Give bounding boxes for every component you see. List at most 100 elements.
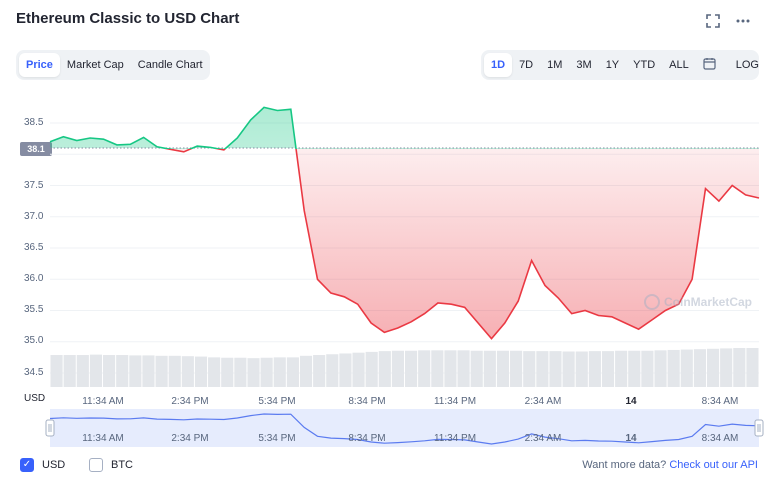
- price-point[interactable]: [596, 314, 600, 318]
- log-toggle[interactable]: LOG: [735, 59, 759, 71]
- legend-btc[interactable]: BTC: [89, 458, 133, 472]
- volume-bar: [286, 357, 299, 387]
- price-point[interactable]: [302, 209, 306, 213]
- price-point[interactable]: [209, 145, 213, 149]
- more-icon[interactable]: [734, 14, 752, 32]
- volume-bar: [50, 355, 63, 387]
- fullscreen-icon[interactable]: [704, 14, 722, 32]
- volume-bar: [536, 351, 549, 387]
- tab-price[interactable]: Price: [19, 53, 60, 77]
- price-point[interactable]: [195, 144, 199, 148]
- nav-tick-5: 11:34 PM: [433, 433, 477, 444]
- price-point[interactable]: [182, 150, 186, 154]
- tab-market-cap[interactable]: Market Cap: [66, 59, 124, 71]
- calendar-button[interactable]: [696, 53, 723, 77]
- price-point[interactable]: [356, 302, 360, 306]
- legend-usd[interactable]: ✓ USD: [20, 458, 65, 472]
- price-point[interactable]: [436, 301, 440, 305]
- price-point[interactable]: [730, 184, 734, 188]
- price-point[interactable]: [128, 142, 132, 146]
- y-tick-34.5: 34.5: [24, 367, 44, 378]
- range-3m[interactable]: 3M: [576, 59, 592, 71]
- price-point[interactable]: [757, 196, 761, 200]
- range-7d[interactable]: 7D: [519, 59, 534, 71]
- price-point[interactable]: [289, 107, 293, 111]
- price-point[interactable]: [583, 309, 587, 313]
- price-point[interactable]: [463, 305, 467, 309]
- price-point[interactable]: [623, 321, 627, 325]
- checkbox-btc[interactable]: [89, 458, 103, 472]
- price-point[interactable]: [610, 315, 614, 319]
- x-tick-5: 11:34 PM: [433, 396, 477, 407]
- volume-bar: [365, 351, 378, 387]
- price-point[interactable]: [342, 295, 346, 299]
- price-point[interactable]: [489, 337, 493, 341]
- price-point[interactable]: [168, 147, 172, 151]
- price-line-up: [49, 106, 297, 149]
- price-point[interactable]: [102, 137, 106, 141]
- price-point[interactable]: [530, 259, 534, 263]
- range-1y[interactable]: 1Y: [605, 59, 620, 71]
- price-point[interactable]: [449, 302, 453, 306]
- tab-candle-chart[interactable]: Candle Chart: [137, 59, 203, 71]
- volume-bar: [63, 355, 76, 387]
- price-point[interactable]: [48, 140, 52, 144]
- price-point[interactable]: [423, 312, 427, 316]
- checkbox-usd[interactable]: ✓: [20, 458, 34, 472]
- price-point[interactable]: [637, 327, 641, 331]
- range-ytd[interactable]: YTD: [633, 59, 656, 71]
- price-point[interactable]: [275, 109, 279, 113]
- price-point[interactable]: [222, 148, 226, 152]
- y-tick-35.5: 35.5: [24, 304, 44, 315]
- volume-bar: [116, 355, 129, 387]
- range-all[interactable]: ALL: [669, 59, 689, 71]
- price-point[interactable]: [516, 299, 520, 303]
- volume-bar: [588, 351, 601, 387]
- price-point[interactable]: [409, 320, 413, 324]
- navigator-handle-left[interactable]: [45, 419, 55, 437]
- price-point[interactable]: [556, 296, 560, 300]
- api-link[interactable]: Check out our API: [669, 459, 758, 471]
- price-point[interactable]: [329, 291, 333, 295]
- price-point[interactable]: [703, 187, 707, 191]
- price-point[interactable]: [262, 105, 266, 109]
- price-point[interactable]: [369, 321, 373, 325]
- price-point[interactable]: [476, 321, 480, 325]
- volume-bar: [523, 351, 536, 387]
- chart-title: Ethereum Classic to USD Chart: [16, 10, 240, 27]
- price-point[interactable]: [61, 135, 65, 139]
- price-point[interactable]: [543, 284, 547, 288]
- price-point[interactable]: [316, 277, 320, 281]
- price-point[interactable]: [650, 318, 654, 322]
- currency-label: USD: [24, 393, 46, 404]
- price-point[interactable]: [75, 139, 79, 143]
- price-point[interactable]: [717, 199, 721, 203]
- price-point[interactable]: [744, 193, 748, 197]
- volume-bar: [418, 350, 431, 387]
- price-point[interactable]: [235, 136, 239, 140]
- price-point[interactable]: [570, 312, 574, 316]
- x-tick-7: 14: [625, 396, 637, 407]
- price-point[interactable]: [249, 118, 253, 122]
- legend-usd-label: USD: [42, 459, 66, 471]
- navigator-line: [49, 413, 760, 445]
- navigator-handle-right[interactable]: [754, 419, 764, 437]
- price-point[interactable]: [142, 135, 146, 139]
- nav-tick-8: 8:34 AM: [701, 433, 739, 444]
- price-point[interactable]: [503, 321, 507, 325]
- price-point[interactable]: [382, 330, 386, 334]
- range-1m[interactable]: 1M: [547, 59, 563, 71]
- x-tick-8: 8:34 AM: [701, 396, 739, 407]
- coinmarketcap-logo-icon: [644, 294, 660, 310]
- chart-type-tabs: Price Market Cap Candle Chart: [16, 50, 210, 80]
- price-point[interactable]: [115, 143, 119, 147]
- volume-bar: [575, 351, 588, 387]
- nav-tick-6: 2:34 AM: [524, 433, 562, 444]
- price-point[interactable]: [396, 326, 400, 330]
- navigator-area[interactable]: [50, 409, 759, 447]
- range-1d[interactable]: 1D: [484, 53, 513, 77]
- price-point[interactable]: [88, 136, 92, 140]
- price-point[interactable]: [690, 277, 694, 281]
- price-point[interactable]: [155, 145, 159, 149]
